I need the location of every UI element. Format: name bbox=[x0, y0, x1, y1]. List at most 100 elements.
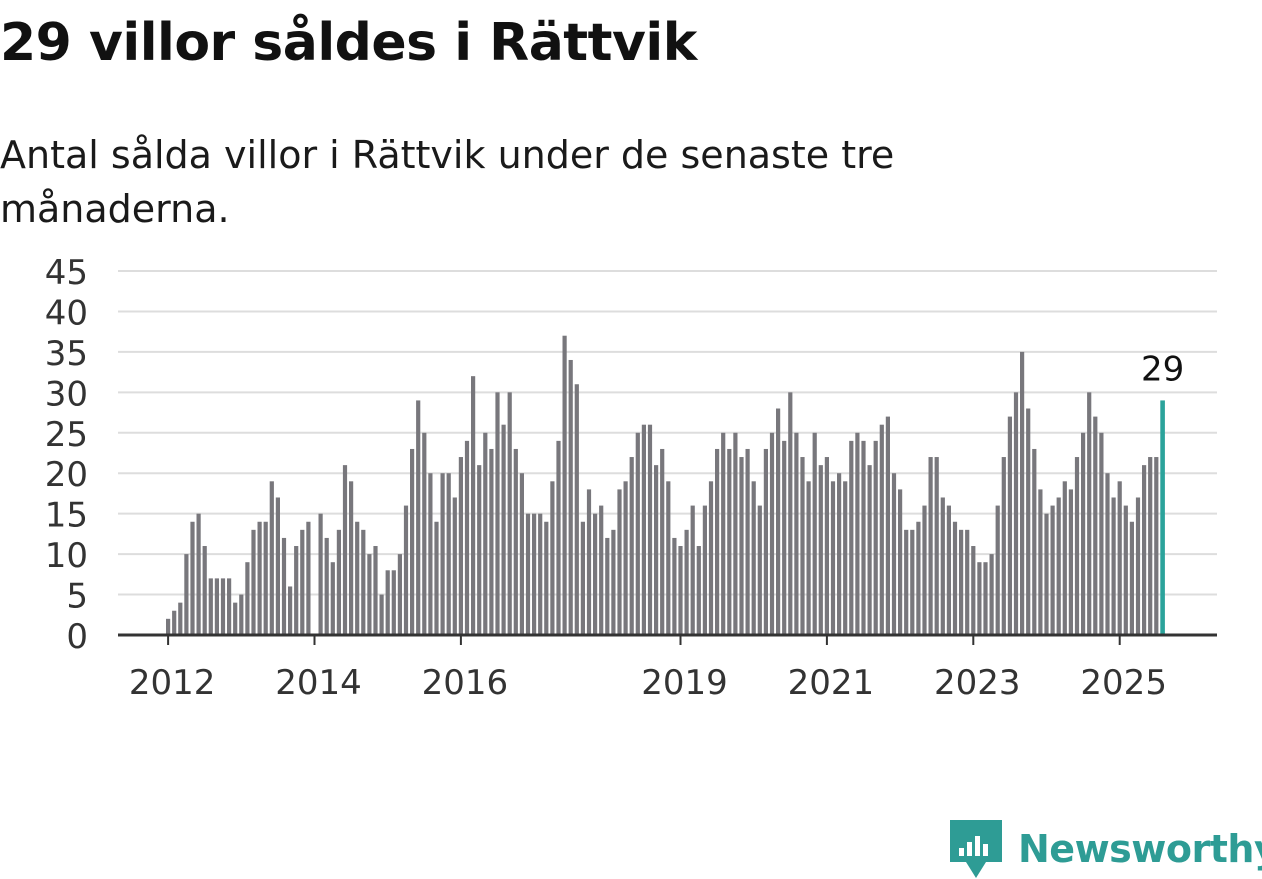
bar bbox=[544, 521, 549, 635]
bar bbox=[1154, 457, 1159, 635]
bar bbox=[556, 440, 561, 635]
bar bbox=[1099, 432, 1104, 635]
bar bbox=[812, 432, 817, 635]
bar bbox=[666, 481, 671, 635]
bar bbox=[922, 505, 927, 635]
bar bbox=[751, 481, 756, 635]
bar bbox=[1026, 408, 1031, 635]
bar bbox=[910, 529, 915, 635]
bar-latest bbox=[1160, 400, 1165, 635]
bar bbox=[983, 562, 988, 635]
bar bbox=[184, 554, 189, 635]
bar bbox=[672, 537, 677, 635]
bar bbox=[452, 497, 457, 635]
bar bbox=[403, 505, 409, 635]
bar bbox=[708, 481, 714, 635]
bar bbox=[806, 481, 811, 635]
bar bbox=[318, 513, 323, 635]
bar bbox=[940, 497, 945, 635]
x-tick-label: 2012 bbox=[129, 663, 216, 703]
bar bbox=[1074, 457, 1080, 635]
bar bbox=[440, 473, 445, 635]
bar bbox=[349, 481, 354, 635]
bar bbox=[519, 473, 524, 635]
bar bbox=[721, 432, 726, 635]
bar bbox=[306, 521, 311, 635]
bar bbox=[330, 562, 335, 635]
y-tick-label: 5 bbox=[66, 577, 88, 617]
bar bbox=[898, 489, 903, 635]
x-tick-label: 2014 bbox=[275, 663, 362, 703]
x-tick-label: 2021 bbox=[788, 663, 875, 703]
bar bbox=[641, 424, 646, 635]
bar bbox=[690, 505, 695, 635]
bar bbox=[1062, 481, 1067, 635]
bar bbox=[934, 457, 939, 635]
bar bbox=[1007, 416, 1012, 635]
bar bbox=[172, 610, 177, 635]
bar bbox=[525, 513, 531, 635]
bar bbox=[227, 578, 232, 635]
bar bbox=[1123, 505, 1128, 635]
bar bbox=[373, 546, 378, 635]
bar bbox=[300, 529, 305, 635]
bar bbox=[336, 529, 341, 635]
bar bbox=[166, 618, 171, 635]
bar bbox=[1105, 473, 1110, 635]
bar bbox=[873, 440, 878, 635]
bar bbox=[416, 400, 421, 635]
bar bbox=[1032, 448, 1037, 635]
bar bbox=[379, 594, 384, 635]
bar bbox=[361, 529, 366, 635]
bar bbox=[959, 529, 964, 635]
bar bbox=[428, 473, 433, 635]
bar bbox=[891, 473, 897, 635]
bar bbox=[837, 473, 842, 635]
bar bbox=[550, 481, 555, 635]
bar bbox=[263, 521, 268, 635]
bar bbox=[1087, 392, 1092, 635]
y-tick-label: 35 bbox=[45, 334, 88, 374]
bar bbox=[879, 424, 884, 635]
bar bbox=[849, 440, 854, 635]
bar bbox=[288, 586, 293, 635]
bar bbox=[800, 457, 805, 635]
chart-subtitle: Antal sålda villor i Rättvik under de se… bbox=[0, 133, 895, 231]
bar bbox=[1129, 521, 1134, 635]
bar bbox=[763, 448, 768, 635]
bar bbox=[446, 473, 451, 635]
bar bbox=[861, 440, 866, 635]
bar bbox=[196, 513, 201, 635]
bar bbox=[458, 457, 463, 635]
bar bbox=[654, 465, 659, 635]
bar bbox=[1081, 432, 1086, 635]
bar bbox=[568, 359, 573, 635]
bar bbox=[239, 594, 244, 635]
bar bbox=[830, 481, 836, 635]
newsworthy-logo-icon bbox=[950, 820, 1002, 878]
bar bbox=[324, 537, 329, 635]
bar bbox=[1135, 497, 1141, 635]
bar bbox=[580, 521, 585, 635]
bar bbox=[208, 578, 213, 635]
chart-title: 29 villor såldes i Rättvik bbox=[0, 13, 697, 73]
bar bbox=[410, 448, 415, 635]
bar bbox=[422, 432, 427, 635]
bar bbox=[385, 570, 390, 635]
bar bbox=[562, 335, 567, 635]
bar bbox=[342, 465, 348, 635]
bar bbox=[782, 440, 787, 635]
newsworthy-logo: Newsworthy bbox=[950, 820, 1262, 878]
bar bbox=[355, 521, 360, 635]
bar bbox=[757, 505, 762, 635]
bar bbox=[684, 529, 689, 635]
bar bbox=[629, 457, 634, 635]
bar bbox=[952, 521, 958, 635]
bar bbox=[1020, 351, 1025, 635]
annotations: 29 bbox=[1141, 349, 1184, 389]
bar bbox=[733, 432, 738, 635]
bar bbox=[1044, 513, 1049, 635]
bar bbox=[367, 554, 372, 635]
bar bbox=[471, 376, 476, 635]
